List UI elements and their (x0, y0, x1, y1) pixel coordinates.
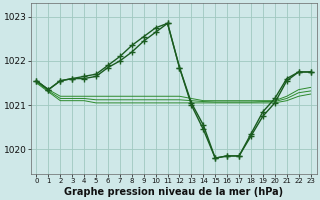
X-axis label: Graphe pression niveau de la mer (hPa): Graphe pression niveau de la mer (hPa) (64, 187, 283, 197)
